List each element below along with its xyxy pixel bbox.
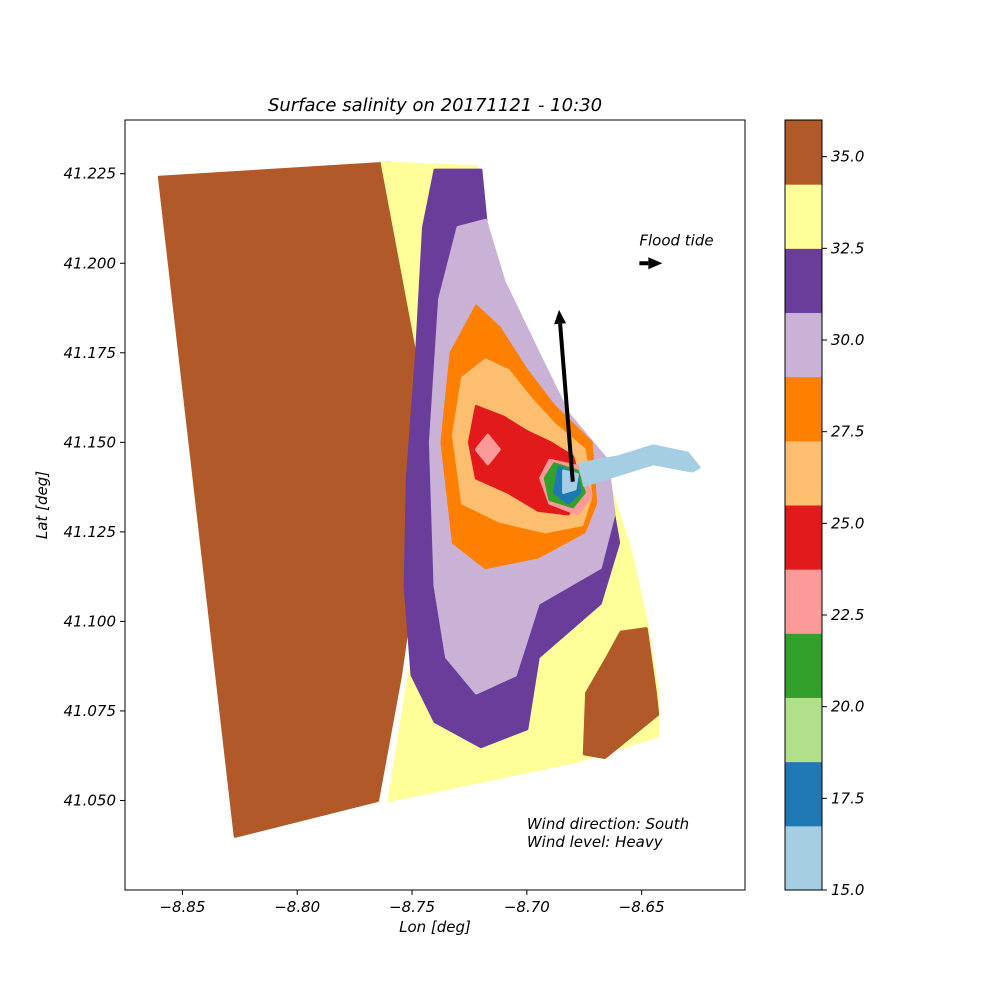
x-tick-label-0: −8.85 <box>159 898 205 916</box>
colorbar-tick-label-1: 17.5 <box>831 789 864 807</box>
colorbar-tick-label-6: 30.0 <box>831 331 864 349</box>
colorbar-segment-11 <box>785 120 822 185</box>
x-axis-label: Lon [deg] <box>399 918 471 936</box>
annotation-1: Wind direction: South <box>527 815 689 833</box>
plot-frame <box>124 119 746 891</box>
y-tick-label-5: 41.175 <box>64 344 117 362</box>
colorbar-tick-label-0: 15.0 <box>831 881 864 899</box>
colorbar-frame <box>784 119 823 891</box>
colorbar-tick-label-2: 20.0 <box>831 698 864 716</box>
y-tick-label-4: 41.150 <box>64 433 117 451</box>
y-tick-label-6: 41.200 <box>64 254 117 272</box>
colorbar-tick-label-5: 27.5 <box>831 423 864 441</box>
y-tick-label-0: 41.050 <box>64 791 117 809</box>
arrows <box>554 257 663 482</box>
annotation-0: Flood tide <box>639 231 713 249</box>
colorbar-segment-8 <box>785 312 822 378</box>
colorbar-tick-label-3: 22.5 <box>831 606 864 624</box>
flood-tide-arrow <box>639 257 663 270</box>
x-tick-label-4: −8.65 <box>619 898 665 916</box>
colorbar-segment-7 <box>785 376 822 442</box>
salinity-region-13 <box>582 627 660 759</box>
colorbar-tick-label-7: 32.5 <box>831 239 864 257</box>
y-axis-label: Lat [deg] <box>33 471 51 539</box>
x-axis: −8.85 −8.80 −8.75 −8.70 −8.65 <box>159 890 665 916</box>
wind-arrow <box>554 309 575 482</box>
y-tick-label-1: 41.075 <box>64 702 117 720</box>
salinity-region-0 <box>157 161 425 838</box>
colorbar: 15.0 17.5 20.0 22.5 25.0 27.5 30.0 32.5 35.0 <box>784 119 864 899</box>
colorbar-segment-4 <box>785 569 822 634</box>
y-axis: 41.050 41.075 41.100 41.125 41.150 41.175 41.2… <box>64 165 125 809</box>
y-tick-label-2: 41.100 <box>64 612 117 630</box>
x-tick-label-2: −8.75 <box>389 898 435 916</box>
salinity-field <box>157 161 701 838</box>
colorbar-segment-2 <box>785 697 822 763</box>
chart-title: Surface salinity on 20171121 - 10:30 <box>268 95 602 116</box>
salinity-region-12 <box>578 444 701 487</box>
salinity-region-7 <box>474 433 501 466</box>
colorbar-segment-9 <box>785 248 822 313</box>
y-tick-label-7: 41.225 <box>64 165 117 183</box>
colorbar-segment-10 <box>785 184 822 249</box>
y-tick-label-3: 41.125 <box>64 523 117 541</box>
colorbar-segment-5 <box>785 505 822 570</box>
x-tick-label-3: −8.70 <box>504 898 550 916</box>
annotation-2: Wind level: Heavy <box>527 833 664 851</box>
colorbar-segment-3 <box>785 633 822 698</box>
x-tick-label-1: −8.80 <box>274 898 320 916</box>
colorbar-segment-1 <box>785 761 822 827</box>
colorbar-tick-label-4: 25.0 <box>831 514 864 532</box>
colorbar-tick-label-8: 35.0 <box>831 148 864 166</box>
colorbar-segment-6 <box>785 440 822 506</box>
colorbar-segment-0 <box>785 825 822 891</box>
